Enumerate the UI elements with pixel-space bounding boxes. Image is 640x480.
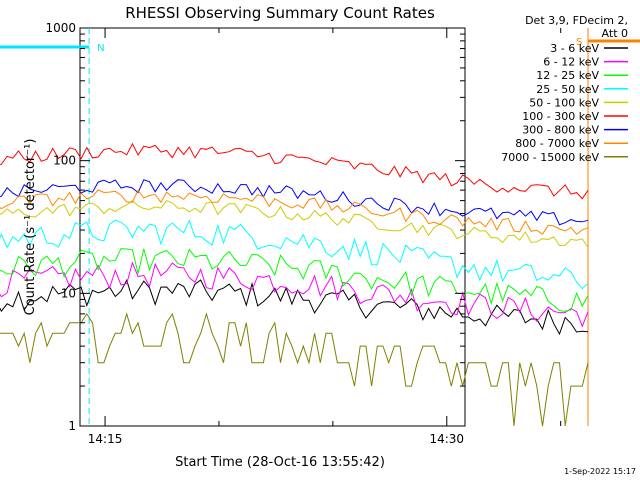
series-12-25kev xyxy=(0,248,589,312)
series-line xyxy=(0,189,589,235)
series-3-6kev xyxy=(0,278,589,336)
series-line xyxy=(0,278,589,336)
series-line xyxy=(0,179,589,226)
series-line xyxy=(0,219,589,290)
series-line xyxy=(0,248,589,312)
y-tick-label: 1 xyxy=(68,419,76,433)
chart-title: RHESSI Observing Summary Count Rates xyxy=(125,4,435,22)
legend-label: 800 - 7000 keV xyxy=(515,137,599,150)
x-tick-label: 14:15 xyxy=(88,432,123,446)
axis-layer: 110100100014:0014:1514:3014:4515:0015:15… xyxy=(45,21,562,446)
night-label: N xyxy=(97,43,104,54)
series-line xyxy=(0,200,589,248)
legend-label: 50 - 100 keV xyxy=(529,96,599,109)
x-tick-label: 14:30 xyxy=(429,432,464,446)
series-7000-15000kev xyxy=(0,312,589,427)
series-line xyxy=(0,312,589,427)
series-line xyxy=(0,261,589,328)
y-tick-label: 1000 xyxy=(45,21,76,35)
legend-header-line-2: Att 0 xyxy=(602,27,628,40)
legend-label: 300 - 800 keV xyxy=(522,124,599,137)
series-line xyxy=(0,142,589,200)
y-tick-label: 100 xyxy=(53,154,76,168)
footer-date: 1-Sep-2022 15:17 xyxy=(564,467,636,476)
annotation-layer: NS xyxy=(0,28,640,426)
saa-label: S xyxy=(576,37,582,48)
series-layer xyxy=(0,142,589,427)
y-tick-label: 10 xyxy=(61,286,76,300)
x-axis-label: Start Time (28-Oct-16 13:55:42) xyxy=(175,455,385,470)
legend-header-line-1: Det 3,9, FDecim 2, xyxy=(525,14,628,27)
series-50-100kev xyxy=(0,200,589,248)
legend-label: 6 - 12 keV xyxy=(543,56,599,69)
series-100-300kev xyxy=(0,142,589,200)
legend-label: 12 - 25 keV xyxy=(536,69,599,82)
legend-label: 3 - 6 keV xyxy=(550,42,599,55)
series-25-50kev xyxy=(0,219,589,290)
series-6-12kev xyxy=(0,261,589,328)
legend-label: 25 - 50 keV xyxy=(536,83,599,96)
legend-label: 7000 - 15000 keV xyxy=(501,151,599,164)
legend-label: 100 - 300 keV xyxy=(522,110,599,123)
series-300-800kev xyxy=(0,179,589,226)
y-axis-label: Count Rate (s⁻¹ detector⁻¹) xyxy=(23,139,38,316)
series-800-7000kev xyxy=(0,189,589,235)
plot-frame xyxy=(79,27,466,427)
